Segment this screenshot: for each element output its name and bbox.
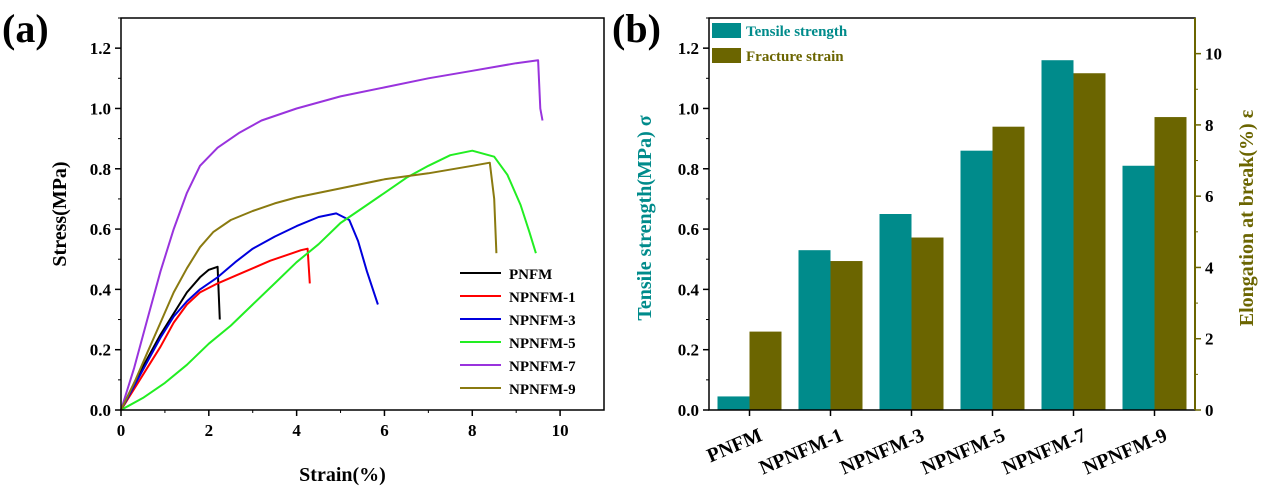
series-line-npnfm-7 [120,59,544,411]
legend-a: PNFM NPNFM-1 NPNFM-3 NPNFM-5 NPNFM-7 NPNFM-9 [460,267,576,398]
y-tick-label: 0.6 [90,220,111,239]
legend-label: PNFM [509,267,552,283]
series-line-npnfm-3 [120,212,379,411]
series-line-pnfm [120,265,221,411]
legend-label: Fracture strain [746,49,844,65]
bar-tensile-strength-pnfm [717,396,750,410]
right-y-tick-label: 8 [1205,116,1214,135]
plot-frame-b [708,17,1196,411]
right-y-tick-label: 2 [1205,330,1214,349]
bar-tensile-strength-npnfm-5 [960,150,993,410]
y-tick-label: 0.0 [90,401,111,420]
category-label: NPNFM-7 [999,424,1089,479]
bar-fracture-strain-pnfm [749,331,782,410]
legend-swatch [712,48,741,63]
left-y-tick-label: 0.8 [678,160,699,179]
right-y-tick-label: 4 [1205,258,1214,277]
bar-fracture-strain-npnfm-5 [992,126,1025,410]
right-y-tick-label: 0 [1205,401,1214,420]
bar-fracture-strain-npnfm-3 [911,237,944,410]
series-line-npnfm-1 [120,247,311,411]
y-tick-label: 1.2 [90,39,111,58]
bar-fracture-strain-npnfm-9 [1154,117,1187,410]
bar-tensile-strength-npnfm-1 [798,250,831,410]
legend-label: Tensile strength [746,24,848,40]
y-tick-label: 1.0 [90,99,111,118]
x-tick-label: 10 [552,421,569,440]
bar-tensile-strength-npnfm-9 [1122,165,1155,410]
y-axis-title: Stress(MPa) [49,161,71,266]
bar-fracture-strain-npnfm-7 [1073,73,1106,411]
right-y-tick-label: 10 [1205,45,1222,64]
legend-label: NPNFM-9 [509,382,576,398]
category-label: NPNFM-9 [1080,424,1170,479]
x-axis-title: Strain(%) [299,464,386,486]
panel-a-line-chart: (a) 0 2 4 6 8 10 0.0 0.2 0.4 0.6 0.8 1.0 1.2 Strain(%)… [2,6,605,486]
bar-fracture-strain-npnfm-1 [830,261,863,410]
left-y-tick-label: 0.6 [678,220,699,239]
y-tick-label: 0.4 [90,280,112,299]
category-label: NPNFM-5 [918,424,1008,479]
y-tick-label: 0.2 [90,341,111,360]
left-y-axis-title: Tensile strength(MPa) σ [634,115,656,320]
x-tick-label: 8 [468,421,477,440]
bar-tensile-strength-npnfm-3 [879,214,912,410]
legend-label: NPNFM-5 [509,336,576,352]
series-line-npnfm-5 [120,149,537,411]
x-tick-label: 2 [205,421,214,440]
left-y-tick-label: 0.0 [678,401,699,420]
left-y-tick-label: 0.2 [678,341,699,360]
plot-frame-a [120,17,605,411]
category-label: NPNFM-3 [837,424,927,479]
series-line-npnfm-9 [120,161,498,411]
left-y-tick-label: 1.2 [678,39,699,58]
panel-b-bar-chart: (b)PNFMNPNFM-1NPNFM-3NPNFM-5NPNFM-7NPNFM… [612,6,1258,479]
panel-b-label: (b) [612,6,661,51]
legend-swatch [712,23,741,38]
bar-tensile-strength-npnfm-7 [1041,60,1074,410]
panel-a-label: (a) [2,6,49,51]
right-y-tick-label: 6 [1205,187,1214,206]
legend-label: NPNFM-7 [509,359,576,375]
left-y-tick-label: 0.4 [678,280,700,299]
legend-label: NPNFM-3 [509,313,576,329]
x-tick-label: 4 [292,421,301,440]
x-tick-label: 0 [117,421,126,440]
legend-b: Tensile strength Fracture strain [712,23,848,65]
right-y-axis-title: Elongation at break(%) ε [1236,109,1258,326]
category-label: NPNFM-1 [756,424,846,479]
left-y-tick-label: 1.0 [678,99,699,118]
legend-label: NPNFM-1 [509,290,576,306]
y-tick-label: 0.8 [90,160,111,179]
x-tick-label: 6 [380,421,389,440]
